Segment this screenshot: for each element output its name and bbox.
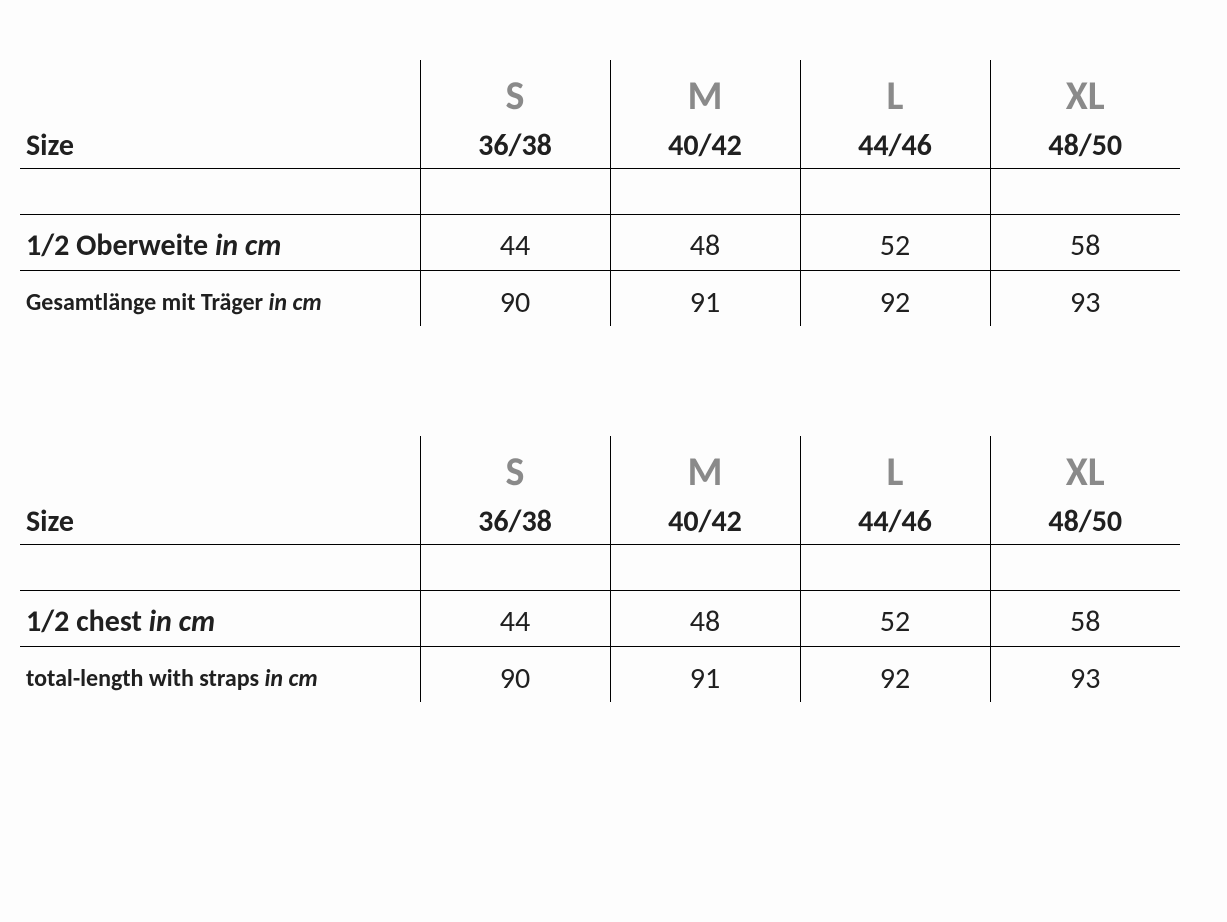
col-header-letter: S — [420, 60, 610, 120]
row-label: Gesamtlänge mit Träger in cm — [20, 270, 420, 326]
cell-value: 48 — [610, 590, 800, 646]
row-label: 1/2 Oberweite in cm — [20, 214, 420, 270]
cell-value: 44 — [420, 590, 610, 646]
cell-value: 52 — [800, 590, 990, 646]
col-header-letter: S — [420, 436, 610, 496]
cell-value: 52 — [800, 214, 990, 270]
row-label-unit: in cm — [265, 664, 318, 693]
page: S M L XL Size 36/38 40/42 44/46 48/50 1/… — [0, 0, 1227, 832]
cell-value: 58 — [990, 214, 1180, 270]
col-header-num: 48/50 — [990, 120, 1180, 168]
cell-value: 91 — [610, 270, 800, 326]
cell-value: 44 — [420, 214, 610, 270]
col-header-letter: L — [800, 436, 990, 496]
size-table-de: S M L XL Size 36/38 40/42 44/46 48/50 1/… — [20, 60, 1180, 326]
row-label-unit: in cm — [215, 227, 281, 264]
row-label: 1/2 chest in cm — [20, 590, 420, 646]
cell-value: 93 — [990, 270, 1180, 326]
row-label-text: 1/2 Oberweite — [26, 227, 208, 264]
table-row: Size 36/38 40/42 44/46 48/50 — [20, 496, 1180, 544]
table-row: 1/2 Oberweite in cm 44 48 52 58 — [20, 214, 1180, 270]
cell-value: 92 — [800, 270, 990, 326]
table-row: 1/2 chest in cm 44 48 52 58 — [20, 590, 1180, 646]
col-header-num: 36/38 — [420, 120, 610, 168]
col-header-num: 44/46 — [800, 120, 990, 168]
col-header-letter: XL — [990, 436, 1180, 496]
col-header-letter: L — [800, 60, 990, 120]
table-row: total-length with straps in cm 90 91 92 … — [20, 646, 1180, 702]
cell-value: 92 — [800, 646, 990, 702]
col-header-letter: XL — [990, 60, 1180, 120]
row-label-unit: in cm — [269, 288, 322, 317]
col-header-letter: M — [610, 436, 800, 496]
row-label-text: 1/2 chest — [26, 603, 142, 640]
row-label-text: Gesamtlänge mit Träger — [26, 288, 263, 317]
col-header-num: 40/42 — [610, 120, 800, 168]
row-label-text: total-length with straps — [26, 664, 259, 693]
table-row — [20, 168, 1180, 214]
table-row: Gesamtlänge mit Träger in cm 90 91 92 93 — [20, 270, 1180, 326]
col-header-num: 36/38 — [420, 496, 610, 544]
col-header-num: 40/42 — [610, 496, 800, 544]
cell-value: 90 — [420, 270, 610, 326]
table-row — [20, 544, 1180, 590]
row-label-unit: in cm — [149, 603, 215, 640]
col-header-letter: M — [610, 60, 800, 120]
table-row: S M L XL — [20, 436, 1180, 496]
size-table-en: S M L XL Size 36/38 40/42 44/46 48/50 1/… — [20, 436, 1180, 702]
col-header-num: 44/46 — [800, 496, 990, 544]
cell-value: 90 — [420, 646, 610, 702]
size-label: Size — [20, 120, 420, 168]
cell-value: 48 — [610, 214, 800, 270]
table-row: Size 36/38 40/42 44/46 48/50 — [20, 120, 1180, 168]
table-row: S M L XL — [20, 60, 1180, 120]
row-label: total-length with straps in cm — [20, 646, 420, 702]
cell-value: 58 — [990, 590, 1180, 646]
size-label: Size — [20, 496, 420, 544]
cell-value: 93 — [990, 646, 1180, 702]
cell-value: 91 — [610, 646, 800, 702]
col-header-num: 48/50 — [990, 496, 1180, 544]
